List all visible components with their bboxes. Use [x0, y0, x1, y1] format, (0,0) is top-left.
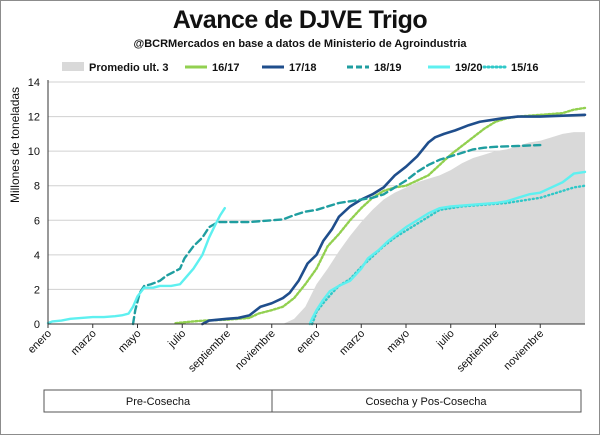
line-layer	[46, 106, 587, 326]
y-tick-label: 6	[34, 215, 40, 227]
x-tick-label: enero	[26, 328, 54, 356]
x-tick-label: mayo	[385, 328, 413, 356]
y-tick-label: 0	[34, 319, 40, 331]
legend: Promedio ult. 3 16/17 17/18 18/19 19/20 15/16	[62, 62, 539, 74]
chart-title: Avance de DJVE Trigo	[172, 6, 428, 34]
legend-label: 16/17	[212, 62, 240, 74]
x-tick-label: marzo	[337, 328, 367, 358]
phase-box	[43, 389, 582, 413]
x-tick-label: mayo	[116, 328, 144, 356]
y-tick-label: 8	[34, 181, 40, 193]
area-layer	[282, 132, 585, 324]
y-tick-label: 10	[28, 146, 40, 158]
y-tick-label: 4	[34, 250, 40, 262]
y-tick-label: 2	[34, 284, 40, 296]
legend-label: 18/19	[374, 62, 402, 74]
series-line-19-20-4	[46, 206, 226, 325]
x-tick-label: septiembre	[455, 328, 502, 375]
series-line-17-18-2	[201, 113, 587, 326]
phase-bar: Pre-Cosecha Cosecha y Pos-Cosecha	[43, 389, 582, 413]
legend-swatch	[62, 62, 84, 71]
y-tick-label: 12	[28, 112, 40, 124]
x-tick-label: marzo	[69, 328, 99, 358]
series-area-promedio	[282, 132, 585, 324]
phase-label-cosecha: Cosecha y Pos-Cosecha	[365, 396, 487, 408]
x-tick-label: noviembre	[502, 328, 547, 373]
y-tick-label: 14	[28, 77, 40, 89]
phase-label-pre-cosecha: Pre-Cosecha	[126, 396, 191, 408]
axes	[47, 80, 585, 328]
x-tick-label: enero	[294, 328, 322, 356]
legend-label: Promedio ult. 3	[89, 62, 168, 74]
series-line-19-20-6	[308, 170, 587, 326]
y-axis-label: Millones de toneladas	[8, 87, 22, 203]
chart-subtitle: @BCRMercados en base a datos de Minister…	[133, 38, 467, 50]
x-tick-label: julio	[165, 328, 188, 351]
legend-label: 17/18	[289, 62, 317, 74]
series-line-18-19-3	[131, 143, 542, 326]
legend-label: 15/16	[511, 62, 539, 74]
x-tick-label: noviembre	[233, 328, 278, 373]
x-tick-label: julio	[434, 328, 457, 351]
x-tick-label: septiembre	[186, 328, 233, 375]
legend-label: 19/20	[455, 62, 483, 74]
series-line-15-16-5	[310, 184, 587, 326]
